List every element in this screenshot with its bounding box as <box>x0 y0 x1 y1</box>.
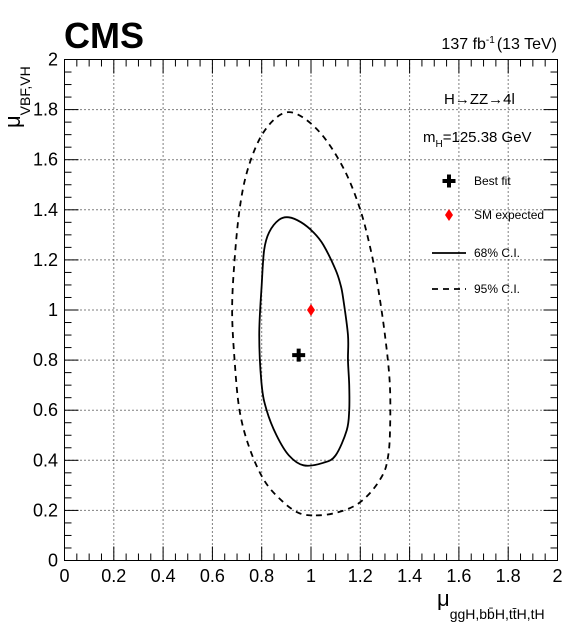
x-tick-label: 2 <box>552 566 562 586</box>
x-tick-label: 1.6 <box>446 566 471 586</box>
best-fit-marker <box>292 348 306 362</box>
x-tick-label: 0.8 <box>249 566 274 586</box>
legend-68-label: 68% C.I. <box>474 246 520 260</box>
y-tick-label: 1.8 <box>33 100 58 120</box>
y-tick-label: 1.2 <box>33 250 58 270</box>
legend: Best fit SM expected 68% C.I. 95% C.I. <box>432 174 544 296</box>
mass-label: mH=125.38 GeV <box>423 129 532 150</box>
axis-ticks <box>64 59 558 561</box>
x-tick-label: 1.8 <box>496 566 521 586</box>
y-tick-label: 1.6 <box>33 150 58 170</box>
legend-best-fit-label: Best fit <box>474 174 511 188</box>
y-tick-label: 2 <box>48 50 58 70</box>
y-tick-label: 0.4 <box>33 450 58 470</box>
legend-sm-expected-label: SM expected <box>474 208 544 222</box>
cms-label: CMS <box>64 15 144 56</box>
x-tick-label: 0.4 <box>151 566 176 586</box>
y-tick-labels: 0 0.2 0.4 0.6 0.8 1 1.2 1.4 1.6 1.8 2 <box>33 50 58 571</box>
y-tick-label: 1 <box>48 300 58 320</box>
x-tick-label: 1.2 <box>348 566 373 586</box>
contour-68-line <box>258 216 351 467</box>
y-axis-title: μVBF,VH <box>0 66 33 128</box>
luminosity-label: 137 fb-1 (13 TeV) <box>441 35 557 53</box>
x-tick-label: 1.4 <box>397 566 422 586</box>
legend-best-fit-marker <box>442 174 456 188</box>
x-tick-label: 0.2 <box>101 566 126 586</box>
x-tick-label: 0.6 <box>200 566 225 586</box>
legend-95-label: 95% C.I. <box>474 282 520 296</box>
contour-95-line <box>231 111 392 517</box>
y-tick-label: 1.4 <box>33 200 58 220</box>
y-tick-label: 0.8 <box>33 350 58 370</box>
x-axis-title: μggH,bb̄H,tt̄H,tH <box>437 586 545 622</box>
x-tick-label: 0 <box>59 566 69 586</box>
y-tick-label: 0.2 <box>33 500 58 520</box>
process-label: H→ZZ→4l <box>444 91 515 108</box>
y-tick-label: 0 <box>48 551 58 571</box>
x-tick-label: 1 <box>306 566 316 586</box>
legend-sm-expected-marker <box>445 209 453 221</box>
sm-expected-marker <box>307 304 315 316</box>
x-tick-labels: 0 0.2 0.4 0.6 0.8 1 1.2 1.4 1.6 1.8 2 <box>59 566 562 586</box>
y-tick-label: 0.6 <box>33 400 58 420</box>
